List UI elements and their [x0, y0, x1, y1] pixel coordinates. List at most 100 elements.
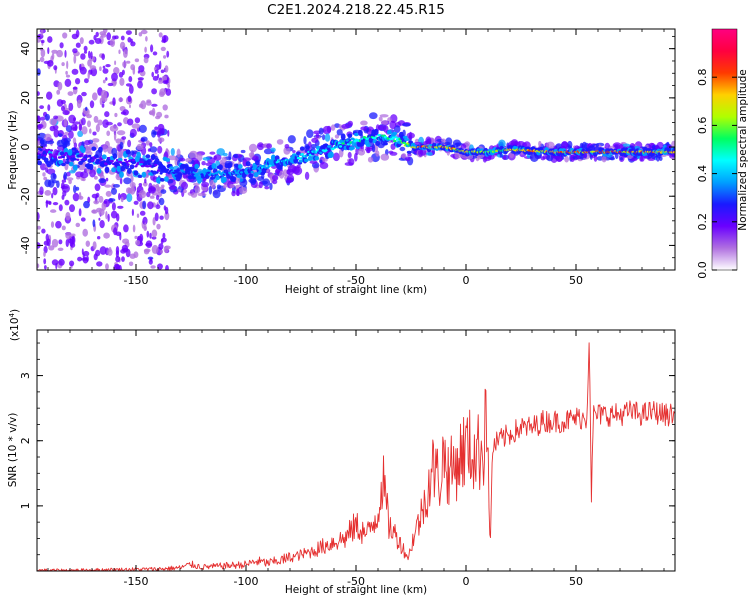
halo-blob — [622, 143, 631, 147]
ridge-outer — [67, 148, 73, 156]
ridge-core — [88, 154, 92, 158]
halo-blob — [319, 162, 329, 169]
halo-blob — [231, 190, 236, 197]
ridge-core — [300, 153, 304, 156]
noise-blob — [50, 209, 57, 213]
noise-blob — [140, 29, 148, 35]
ridge-outer — [62, 142, 68, 149]
halo-blob — [102, 144, 108, 153]
halo-blob — [232, 153, 239, 159]
ridge-core — [53, 156, 58, 159]
colorbar-tick-label: 0.8 — [696, 68, 709, 86]
noise-blob — [136, 213, 140, 218]
noise-blob — [105, 211, 108, 220]
halo-blob — [250, 177, 257, 185]
noise-blob — [139, 210, 146, 216]
halo-blob — [379, 114, 389, 118]
halo-blob — [319, 159, 323, 163]
halo-blob — [229, 184, 235, 188]
ridge-outer — [129, 164, 135, 170]
ridge-core — [90, 159, 94, 162]
halo-blob — [452, 139, 461, 148]
noise-blob — [61, 105, 65, 112]
ridge-outer — [68, 161, 74, 167]
noise-blob — [105, 64, 111, 68]
colorbar: 0.0 0.2 0.4 0.6 0.8 Normalized spectral ampl… — [696, 28, 749, 279]
noise-blob — [147, 201, 154, 210]
halo-blob — [42, 172, 46, 177]
noise-blob — [103, 200, 108, 204]
noise-blob — [143, 182, 148, 187]
colorbar-tick-label: 0.0 — [696, 261, 709, 279]
noise-blob — [78, 123, 83, 131]
halo-blob — [399, 146, 406, 152]
halo-blob — [371, 144, 376, 153]
halo-blob — [546, 141, 555, 150]
halo-blob — [66, 177, 74, 181]
halo-blob — [149, 146, 158, 153]
halo-blob — [309, 160, 318, 164]
noise-blob — [112, 97, 116, 106]
noise-blob — [127, 118, 134, 126]
noise-blob — [102, 65, 106, 69]
ridge-outer — [78, 160, 83, 165]
ridge-outer — [387, 130, 392, 135]
ridge-core — [49, 149, 54, 152]
noise-blob — [125, 30, 132, 35]
ridge-core — [236, 172, 240, 175]
halo-blob — [286, 169, 291, 175]
halo-blob — [499, 154, 503, 158]
noise-blob — [166, 50, 170, 58]
ridge-outer — [126, 168, 132, 174]
ridge-outer — [133, 170, 139, 176]
noise-blob — [164, 114, 169, 119]
noise-blob — [56, 49, 63, 58]
halo-blob — [381, 120, 389, 125]
noise-blob — [56, 89, 61, 95]
ridge-outer — [120, 165, 126, 172]
noise-blob — [162, 104, 168, 111]
noise-blob — [167, 129, 170, 137]
halo-blob — [222, 152, 228, 157]
noise-blob — [93, 200, 100, 205]
noise-blob — [114, 35, 119, 40]
noise-blob — [71, 233, 76, 237]
noise-blob — [58, 239, 63, 245]
noise-blob — [96, 261, 103, 267]
ridge-outer — [37, 160, 42, 166]
noise-blob — [134, 58, 140, 63]
spectrogram-heatmap — [37, 29, 675, 270]
halo-blob — [140, 136, 148, 142]
noise-blob — [41, 228, 46, 234]
noise-blob — [40, 29, 44, 36]
halo-blob — [561, 141, 569, 150]
noise-blob — [123, 224, 129, 233]
ridge-outer — [340, 133, 346, 141]
noise-blob — [144, 46, 147, 53]
ridge-outer — [61, 162, 66, 167]
halo-blob — [47, 179, 55, 188]
noise-blob — [113, 132, 117, 141]
halo-blob — [155, 194, 160, 201]
noise-blob — [61, 225, 66, 231]
ridge-outer — [160, 178, 165, 182]
halo-blob — [348, 158, 355, 166]
noise-blob — [51, 49, 58, 54]
ridge-outer — [65, 161, 70, 164]
halo-blob — [84, 140, 91, 146]
ridge-outer — [299, 146, 305, 151]
ridge-outer — [96, 167, 102, 174]
halo-blob — [304, 171, 310, 180]
noise-blob — [161, 75, 168, 82]
noise-blob — [75, 42, 81, 48]
ridge-core — [159, 172, 163, 175]
halo-blob — [378, 116, 383, 122]
halo-blob — [588, 145, 596, 151]
halo-blob — [73, 142, 78, 148]
halo-blob — [322, 134, 326, 141]
noise-blob — [64, 199, 70, 206]
x-tick-label: 50 — [569, 274, 583, 287]
noise-blob — [51, 259, 59, 266]
snr-panel: -150 -100 -50 0 50 1 2 3 Height of straight lin… — [7, 309, 676, 596]
